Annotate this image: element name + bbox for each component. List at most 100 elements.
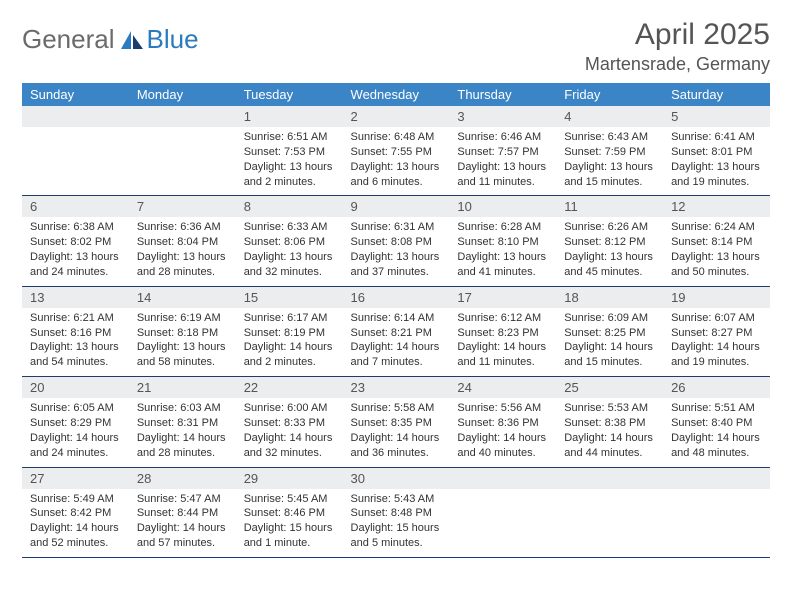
daylight-line: Daylight: 13 hours and 54 minutes. [30, 340, 121, 370]
calendar-cell: 17Sunrise: 6:12 AMSunset: 8:23 PMDayligh… [449, 286, 556, 376]
sunset-line: Sunset: 8:02 PM [30, 235, 121, 250]
daylight-line: Daylight: 13 hours and 37 minutes. [351, 250, 442, 280]
sunrise-line: Sunrise: 6:38 AM [30, 220, 121, 235]
day-content: Sunrise: 6:09 AMSunset: 8:25 PMDaylight:… [556, 308, 663, 376]
daylight-line: Daylight: 14 hours and 44 minutes. [564, 431, 655, 461]
day-content: Sunrise: 5:47 AMSunset: 8:44 PMDaylight:… [129, 489, 236, 557]
day-number: 9 [343, 196, 450, 217]
calendar-cell: 14Sunrise: 6:19 AMSunset: 8:18 PMDayligh… [129, 286, 236, 376]
sunrise-line: Sunrise: 6:36 AM [137, 220, 228, 235]
calendar-cell: 21Sunrise: 6:03 AMSunset: 8:31 PMDayligh… [129, 377, 236, 467]
calendar-page: General Blue April 2025 Martensrade, Ger… [0, 0, 792, 568]
daylight-line: Daylight: 13 hours and 15 minutes. [564, 160, 655, 190]
weekday-header: Thursday [449, 83, 556, 106]
calendar-cell: 30Sunrise: 5:43 AMSunset: 8:48 PMDayligh… [343, 467, 450, 557]
calendar-cell: 20Sunrise: 6:05 AMSunset: 8:29 PMDayligh… [22, 377, 129, 467]
sunrise-line: Sunrise: 6:07 AM [671, 311, 762, 326]
calendar-cell [22, 106, 129, 196]
header: General Blue April 2025 Martensrade, Ger… [22, 18, 770, 75]
calendar-cell: 16Sunrise: 6:14 AMSunset: 8:21 PMDayligh… [343, 286, 450, 376]
day-content: Sunrise: 6:05 AMSunset: 8:29 PMDaylight:… [22, 398, 129, 466]
calendar-cell: 12Sunrise: 6:24 AMSunset: 8:14 PMDayligh… [663, 196, 770, 286]
day-content: Sunrise: 6:48 AMSunset: 7:55 PMDaylight:… [343, 127, 450, 195]
sunset-line: Sunset: 8:33 PM [244, 416, 335, 431]
day-number: 17 [449, 287, 556, 308]
weekday-header: Friday [556, 83, 663, 106]
sunset-line: Sunset: 8:19 PM [244, 326, 335, 341]
weekday-header-row: SundayMondayTuesdayWednesdayThursdayFrid… [22, 83, 770, 106]
day-content: Sunrise: 5:58 AMSunset: 8:35 PMDaylight:… [343, 398, 450, 466]
day-number: 19 [663, 287, 770, 308]
calendar-cell: 15Sunrise: 6:17 AMSunset: 8:19 PMDayligh… [236, 286, 343, 376]
calendar-cell: 18Sunrise: 6:09 AMSunset: 8:25 PMDayligh… [556, 286, 663, 376]
sunrise-line: Sunrise: 5:45 AM [244, 492, 335, 507]
day-number: 27 [22, 468, 129, 489]
day-number: 8 [236, 196, 343, 217]
sunset-line: Sunset: 7:59 PM [564, 145, 655, 160]
calendar-cell: 25Sunrise: 5:53 AMSunset: 8:38 PMDayligh… [556, 377, 663, 467]
day-number: 2 [343, 106, 450, 127]
daylight-line: Daylight: 13 hours and 58 minutes. [137, 340, 228, 370]
sunrise-line: Sunrise: 5:47 AM [137, 492, 228, 507]
day-content: Sunrise: 6:14 AMSunset: 8:21 PMDaylight:… [343, 308, 450, 376]
calendar-cell: 3Sunrise: 6:46 AMSunset: 7:57 PMDaylight… [449, 106, 556, 196]
sunset-line: Sunset: 8:36 PM [457, 416, 548, 431]
sunrise-line: Sunrise: 6:48 AM [351, 130, 442, 145]
daylight-line: Daylight: 14 hours and 19 minutes. [671, 340, 762, 370]
sunset-line: Sunset: 8:01 PM [671, 145, 762, 160]
day-number: 12 [663, 196, 770, 217]
day-content: Sunrise: 6:33 AMSunset: 8:06 PMDaylight:… [236, 217, 343, 285]
calendar-cell: 24Sunrise: 5:56 AMSunset: 8:36 PMDayligh… [449, 377, 556, 467]
daylight-line: Daylight: 14 hours and 15 minutes. [564, 340, 655, 370]
calendar-cell [449, 467, 556, 557]
sunrise-line: Sunrise: 6:41 AM [671, 130, 762, 145]
day-number: 14 [129, 287, 236, 308]
day-number: 22 [236, 377, 343, 398]
day-number: 29 [236, 468, 343, 489]
sunrise-line: Sunrise: 6:33 AM [244, 220, 335, 235]
sunset-line: Sunset: 8:08 PM [351, 235, 442, 250]
calendar-body: 1Sunrise: 6:51 AMSunset: 7:53 PMDaylight… [22, 106, 770, 557]
sunset-line: Sunset: 8:44 PM [137, 506, 228, 521]
title-block: April 2025 Martensrade, Germany [585, 18, 770, 75]
calendar-row: 27Sunrise: 5:49 AMSunset: 8:42 PMDayligh… [22, 467, 770, 557]
calendar-cell: 4Sunrise: 6:43 AMSunset: 7:59 PMDaylight… [556, 106, 663, 196]
sunrise-line: Sunrise: 5:53 AM [564, 401, 655, 416]
sunset-line: Sunset: 8:35 PM [351, 416, 442, 431]
sunrise-line: Sunrise: 6:19 AM [137, 311, 228, 326]
day-number: 24 [449, 377, 556, 398]
daylight-line: Daylight: 14 hours and 2 minutes. [244, 340, 335, 370]
sunset-line: Sunset: 8:31 PM [137, 416, 228, 431]
calendar-cell: 10Sunrise: 6:28 AMSunset: 8:10 PMDayligh… [449, 196, 556, 286]
day-content: Sunrise: 6:43 AMSunset: 7:59 PMDaylight:… [556, 127, 663, 195]
sunrise-line: Sunrise: 6:31 AM [351, 220, 442, 235]
day-number: 20 [22, 377, 129, 398]
sunset-line: Sunset: 8:42 PM [30, 506, 121, 521]
daylight-line: Daylight: 14 hours and 32 minutes. [244, 431, 335, 461]
daylight-line: Daylight: 14 hours and 11 minutes. [457, 340, 548, 370]
day-number: 18 [556, 287, 663, 308]
calendar-cell: 1Sunrise: 6:51 AMSunset: 7:53 PMDaylight… [236, 106, 343, 196]
calendar-row: 1Sunrise: 6:51 AMSunset: 7:53 PMDaylight… [22, 106, 770, 196]
day-content: Sunrise: 6:31 AMSunset: 8:08 PMDaylight:… [343, 217, 450, 285]
sunrise-line: Sunrise: 6:46 AM [457, 130, 548, 145]
sunrise-line: Sunrise: 6:21 AM [30, 311, 121, 326]
calendar-cell: 8Sunrise: 6:33 AMSunset: 8:06 PMDaylight… [236, 196, 343, 286]
day-content: Sunrise: 6:19 AMSunset: 8:18 PMDaylight:… [129, 308, 236, 376]
day-content: Sunrise: 6:12 AMSunset: 8:23 PMDaylight:… [449, 308, 556, 376]
day-content: Sunrise: 6:36 AMSunset: 8:04 PMDaylight:… [129, 217, 236, 285]
sunrise-line: Sunrise: 5:58 AM [351, 401, 442, 416]
calendar-row: 20Sunrise: 6:05 AMSunset: 8:29 PMDayligh… [22, 377, 770, 467]
calendar-cell: 19Sunrise: 6:07 AMSunset: 8:27 PMDayligh… [663, 286, 770, 376]
sunrise-line: Sunrise: 6:17 AM [244, 311, 335, 326]
sunset-line: Sunset: 8:40 PM [671, 416, 762, 431]
calendar-cell [556, 467, 663, 557]
sunrise-line: Sunrise: 5:51 AM [671, 401, 762, 416]
sail-icon [119, 29, 145, 51]
month-title: April 2025 [585, 18, 770, 52]
day-content: Sunrise: 5:49 AMSunset: 8:42 PMDaylight:… [22, 489, 129, 557]
daylight-line: Daylight: 13 hours and 19 minutes. [671, 160, 762, 190]
calendar-table: SundayMondayTuesdayWednesdayThursdayFrid… [22, 83, 770, 558]
calendar-cell: 22Sunrise: 6:00 AMSunset: 8:33 PMDayligh… [236, 377, 343, 467]
day-number: 26 [663, 377, 770, 398]
